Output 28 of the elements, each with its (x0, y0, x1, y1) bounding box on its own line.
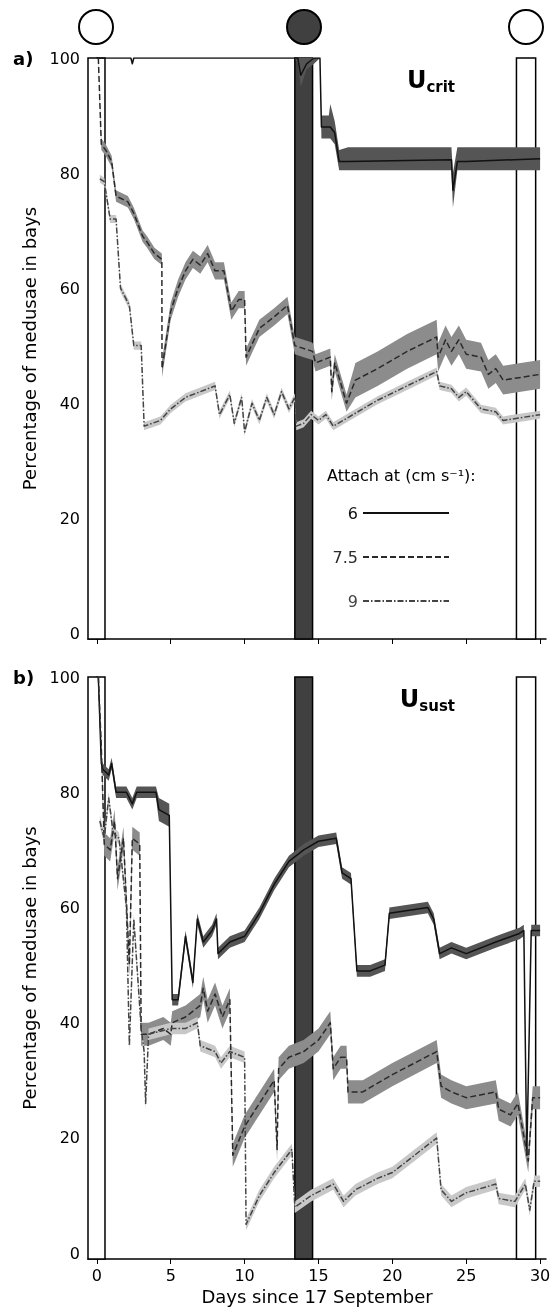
x-axis-title: Days since 17 September (201, 1286, 434, 1308)
text: 6 (347, 503, 358, 523)
x-tick-label: 15 (308, 1265, 329, 1285)
text: 9 (347, 591, 358, 611)
x-tick-label: 25 (456, 1265, 477, 1285)
y-tick-label: 60 (59, 278, 80, 298)
legend-title: Attach at (cm s⁻¹): (327, 465, 476, 485)
x-tick-label: 5 (165, 1265, 176, 1285)
y-tick-label: 100 (49, 667, 80, 687)
y-tick-label: 100 (49, 48, 80, 68)
y-tick-label: 40 (59, 1013, 80, 1033)
y-axis-title: Percentage of medusae in bays (19, 826, 41, 1110)
x-tick-label: 20 (382, 1265, 403, 1285)
y-tick-label: 0 (69, 1243, 80, 1263)
x-tick-label: 30 (529, 1265, 551, 1285)
chart-title: b) (13, 666, 35, 688)
text: 7.5 (332, 547, 358, 567)
y-tick-label: 20 (59, 508, 80, 528)
y-tick-label: 40 (59, 393, 80, 413)
y-tick-label: 20 (59, 1128, 80, 1148)
x-tick-label: 0 (91, 1265, 102, 1285)
chart-title: a) (13, 47, 34, 69)
y-tick-label: 60 (59, 897, 80, 917)
y-tick-label: 80 (59, 163, 80, 183)
y-axis-title: Percentage of medusae in bays (19, 206, 41, 491)
y-tick-label: 80 (59, 782, 80, 802)
x-tick-label: 10 (234, 1265, 255, 1285)
y-tick-label: 0 (69, 623, 80, 643)
